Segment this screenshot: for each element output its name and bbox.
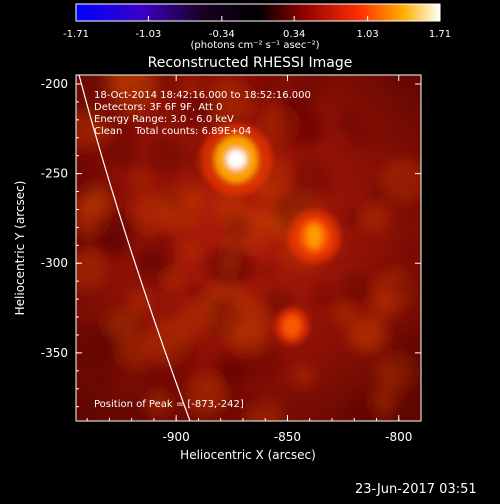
mottle-blob (343, 208, 363, 227)
annotation-counts: Clean Total counts: 6.89E+04 (94, 126, 251, 137)
source-core (282, 314, 302, 338)
colorbar-tick-label: 1.71 (429, 29, 451, 40)
plot-area (76, 75, 421, 421)
y-tick-label: -350 (41, 346, 68, 360)
mottle-blob (394, 272, 421, 300)
mottle-blob (254, 75, 281, 97)
mottle-blob (287, 156, 330, 199)
mottle-blob (348, 123, 376, 151)
x-tick-label: -800 (385, 430, 412, 444)
mottle-blob (271, 103, 317, 149)
mottle-blob (220, 256, 238, 274)
x-tick-label: -850 (274, 430, 301, 444)
colorbar (75, 3, 441, 22)
mottle-blob (105, 178, 125, 199)
mottle-blob (361, 204, 390, 233)
annotation-peak: Position of Peak = [-873,-242] (94, 399, 244, 410)
mottle-blob (293, 75, 311, 86)
mottle-blob (136, 252, 172, 289)
mottle-blob (147, 391, 171, 416)
source-3 (274, 307, 309, 345)
background-mottle (76, 75, 421, 421)
mottle-blob (398, 244, 416, 262)
mottle-blob (340, 270, 374, 305)
y-axis-label: Heliocentric Y (arcsec) (13, 181, 27, 316)
mottle-blob (248, 391, 268, 411)
mottle-blob (223, 213, 252, 242)
sources (200, 123, 341, 345)
mottle-blob (131, 171, 149, 189)
annotation-time: 18-Oct-2014 18:42:16.000 to 18:52:16.000 (94, 90, 311, 101)
mottle-blob (185, 283, 205, 303)
colorbar-tick-label: 1.03 (356, 29, 378, 40)
mottle-blob (168, 342, 200, 374)
mottle-blob (345, 314, 384, 353)
mottle-blob (93, 370, 112, 390)
mottle-blob (216, 358, 247, 389)
mottle-blob (398, 372, 421, 396)
mottle-blob (178, 301, 213, 336)
solar-limb (78, 75, 191, 421)
chart-title: Reconstructed RHESSI Image (148, 55, 353, 71)
mottle-blob (390, 75, 417, 89)
plot-frame (75, 74, 422, 422)
footer-date: 23-Jun-2017 03:51 (355, 482, 477, 497)
colorbar-units: (photons cm⁻² s⁻¹ asec⁻²) (190, 40, 319, 51)
mottle-blob (308, 75, 330, 91)
x-tick-label: -900 (163, 430, 190, 444)
y-axis: -200 -250 -300 -350 (41, 77, 421, 408)
mottle-blob (351, 390, 381, 420)
mottle-blob (292, 364, 316, 388)
mottle-blob (147, 137, 187, 177)
source-2 (288, 209, 341, 264)
mottle-blob (311, 283, 336, 309)
y-tick-label: -250 (41, 167, 68, 181)
mottle-blob (369, 293, 398, 322)
colorbar-ticks: -1.71 -1.03 -0.34 0.34 1.03 1.71 (63, 16, 451, 40)
mottle-blob (119, 400, 150, 421)
mottle-blob (114, 120, 140, 146)
source-peak (226, 149, 247, 170)
mottle-blob (257, 261, 278, 282)
mottle-blob (181, 75, 200, 94)
mottle-blob (203, 297, 245, 338)
x-axis-label: Heliocentric X (arcsec) (180, 448, 316, 462)
colorbar-tick-label: -0.34 (209, 29, 235, 40)
mottle-blob (386, 328, 421, 375)
mottle-blob (76, 323, 115, 372)
mottle-blob (186, 374, 227, 415)
mottle-blob (127, 290, 152, 315)
y-tick-label: -300 (41, 256, 68, 270)
annotation-detectors: Detectors: 3F 6F 9F, Att 0 (94, 102, 222, 113)
source-1 (200, 123, 273, 196)
colorbar-tick-label: 0.34 (283, 29, 305, 40)
x-axis: -900 -850 -800 (86, 75, 422, 444)
mottle-blob (76, 395, 96, 421)
y-tick-label: -200 (41, 77, 68, 91)
colorbar-tick-label: -1.71 (63, 29, 89, 40)
mottle-blob (153, 229, 173, 249)
annotation-energy: Energy Range: 3.0 - 6.0 keV (94, 114, 234, 125)
source-peak (306, 224, 323, 249)
mottle-blob (381, 157, 421, 203)
colorbar-tick-label: -1.03 (135, 29, 161, 40)
mottle-blob (117, 333, 152, 368)
mottle-blob (102, 75, 143, 100)
mottle-blob (157, 186, 203, 232)
mottle-blob (169, 412, 186, 421)
mottle-blob (79, 147, 112, 180)
mottle-blob (91, 211, 132, 253)
mottle-blob (174, 92, 213, 131)
mottle-blob (179, 242, 199, 261)
mottle-blob (232, 320, 268, 355)
mottle-blob (76, 250, 106, 290)
